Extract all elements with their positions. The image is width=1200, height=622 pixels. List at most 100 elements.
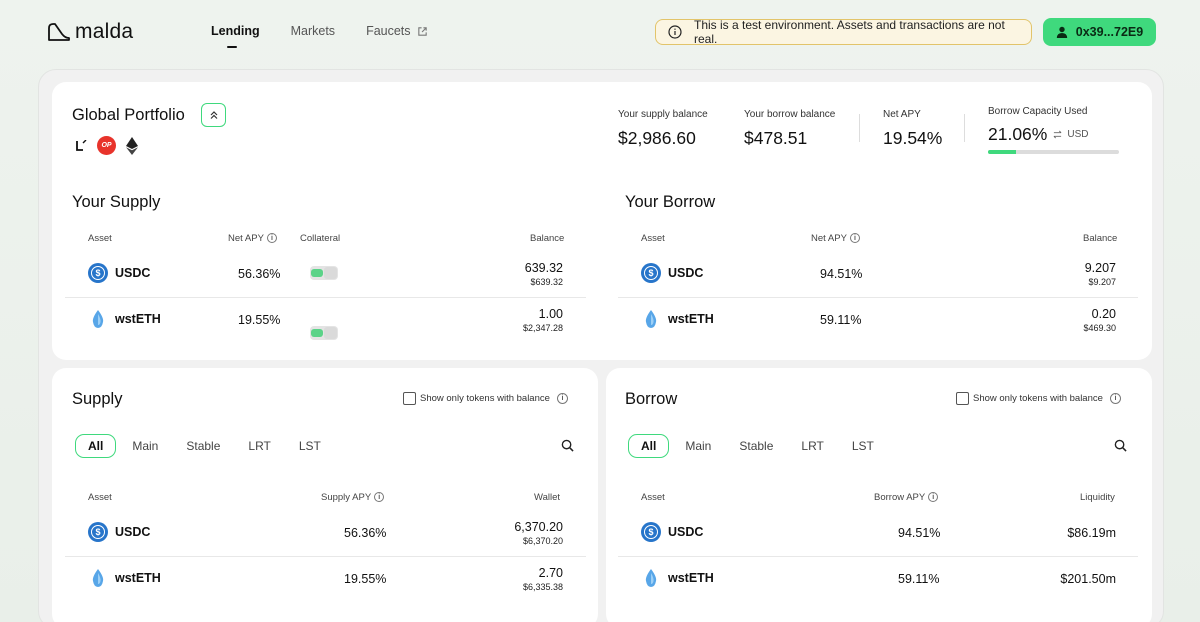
- wallet-balance: 2.70 $6,335.38: [523, 566, 563, 592]
- nav-markets[interactable]: Markets: [291, 24, 335, 38]
- balance-amount: 9.207: [1084, 261, 1116, 275]
- col-borrow-apy: Borrow APY i: [874, 492, 939, 503]
- tab-all[interactable]: All: [75, 434, 117, 458]
- wsteth-icon: [92, 310, 104, 328]
- col-asset: Asset: [88, 233, 112, 244]
- info-icon[interactable]: i: [849, 233, 860, 244]
- borrow-market-row-asset[interactable]: $ USDC: [641, 522, 703, 542]
- row-divider: [618, 556, 1138, 557]
- asset-name: USDC: [115, 266, 151, 280]
- col-balance: Balance: [1083, 233, 1118, 244]
- usdc-icon: $: [641, 263, 661, 283]
- supply-market-card: [52, 368, 598, 622]
- checkbox-label: Show only tokens with balance: [973, 393, 1103, 404]
- nav-faucets[interactable]: Faucets: [366, 24, 427, 38]
- asset-name: wstETH: [668, 571, 714, 585]
- nav-markets-label: Markets: [290, 24, 336, 38]
- external-link-icon: [417, 26, 427, 36]
- stat-divider: [859, 114, 860, 142]
- chain-list: OP: [75, 136, 138, 155]
- supply-market-row-asset[interactable]: wstETH: [88, 568, 161, 588]
- your-borrow-row-asset[interactable]: $ USDC: [641, 263, 703, 283]
- tab-all[interactable]: All: [628, 434, 670, 458]
- checkbox-label: Show only tokens with balance: [420, 393, 550, 404]
- user-icon: [1056, 26, 1067, 38]
- nav-faucets-label: Faucets: [366, 24, 411, 38]
- balance-only-checkbox[interactable]: [403, 392, 416, 405]
- tab-lst[interactable]: LST: [851, 439, 874, 453]
- col-balance: Balance: [530, 233, 565, 244]
- col-asset: Asset: [641, 233, 665, 244]
- stat-divider: [964, 114, 965, 142]
- borrow-apy-value: 59.11%: [898, 572, 940, 586]
- supply-balance-label: Your supply balance: [618, 109, 708, 120]
- linea-icon: [76, 139, 87, 151]
- borrow-market-row-asset[interactable]: wstETH: [641, 568, 714, 588]
- supply-market-title: Supply: [72, 390, 123, 408]
- balance-usd: $639.32: [530, 277, 563, 287]
- tab-lst[interactable]: LST: [298, 439, 321, 453]
- malda-logo[interactable]: malda: [47, 20, 133, 44]
- balance-usd: $2,347.28: [522, 323, 563, 333]
- wallet-button[interactable]: 0x39...72E9: [1043, 18, 1156, 46]
- your-borrow-row-asset[interactable]: wstETH: [641, 309, 714, 329]
- balance-only-checkbox[interactable]: [956, 392, 969, 405]
- supply-balance-filter: Show only tokens with balance i: [403, 392, 568, 405]
- collapse-button[interactable]: [201, 103, 226, 127]
- usdc-icon: $: [641, 522, 661, 542]
- borrow-capacity-value: 21.06%: [988, 124, 1048, 144]
- col-borrow-apy-label: Borrow APY: [874, 492, 926, 503]
- usdc-icon: $: [88, 522, 108, 542]
- supply-market-row-asset[interactable]: $ USDC: [88, 522, 150, 542]
- your-borrow-apy: 94.51%: [820, 267, 863, 281]
- tab-lrt[interactable]: LRT: [801, 439, 824, 453]
- nav-lending[interactable]: Lending: [211, 24, 260, 48]
- search-icon[interactable]: [1114, 439, 1127, 452]
- balance-usd: $9.207: [1088, 277, 1116, 287]
- search-icon[interactable]: [561, 439, 574, 452]
- collateral-toggle[interactable]: [310, 266, 338, 280]
- your-supply-row-asset[interactable]: wstETH: [88, 309, 161, 329]
- wallet-address: 0x39...72E9: [1075, 25, 1144, 39]
- tab-stable[interactable]: Stable: [739, 439, 774, 453]
- borrow-balance-value: $478.51: [744, 128, 808, 148]
- liquidity-value: $86.19m: [1067, 526, 1116, 540]
- asset-name: USDC: [115, 525, 151, 539]
- borrow-balance-filter: Show only tokens with balance i: [956, 392, 1121, 405]
- wsteth-icon: [645, 569, 657, 587]
- wsteth-icon: [645, 310, 657, 328]
- col-asset: Asset: [641, 492, 665, 503]
- borrow-market-card: [606, 368, 1152, 622]
- tab-stable[interactable]: Stable: [186, 439, 221, 453]
- wallet-usd: $6,335.38: [522, 582, 563, 592]
- ethereum-icon: [126, 136, 138, 155]
- col-net-apy-label: Net APY: [228, 233, 264, 244]
- your-borrow-balance: 0.20 $469.30: [1083, 307, 1116, 333]
- info-icon[interactable]: i: [374, 492, 385, 503]
- info-icon[interactable]: i: [266, 233, 277, 244]
- info-icon[interactable]: i: [556, 393, 568, 404]
- op-chain-label: OP: [101, 142, 112, 149]
- usdc-icon: $: [88, 263, 108, 283]
- your-supply-balance: 639.32 $639.32: [525, 261, 563, 287]
- your-supply-row-asset[interactable]: $ USDC: [88, 263, 150, 283]
- borrow-capacity-bar: [988, 150, 1119, 154]
- collateral-toggle[interactable]: [310, 326, 338, 340]
- borrow-market-title: Borrow: [625, 390, 678, 408]
- your-borrow-title: Your Borrow: [625, 193, 716, 211]
- portfolio-card: [52, 82, 1152, 360]
- col-net-apy-label: Net APY: [811, 233, 847, 244]
- supply-filter-tabs: All Main Stable LRT LST: [75, 434, 337, 458]
- info-icon[interactable]: i: [1109, 393, 1121, 404]
- tab-main[interactable]: Main: [132, 439, 159, 453]
- supply-balance-value: $2,986.60: [618, 128, 696, 148]
- col-supply-apy-label: Supply APY: [321, 492, 372, 503]
- logo-text: malda: [75, 20, 134, 43]
- your-supply-apy: 56.36%: [238, 267, 281, 281]
- test-environment-banner: This is a test environment. Assets and t…: [655, 18, 1032, 46]
- currency-switch[interactable]: USD: [1053, 129, 1088, 140]
- tab-lrt[interactable]: LRT: [248, 439, 271, 453]
- info-icon[interactable]: i: [928, 492, 939, 503]
- tab-main[interactable]: Main: [685, 439, 712, 453]
- col-asset: Asset: [88, 492, 112, 503]
